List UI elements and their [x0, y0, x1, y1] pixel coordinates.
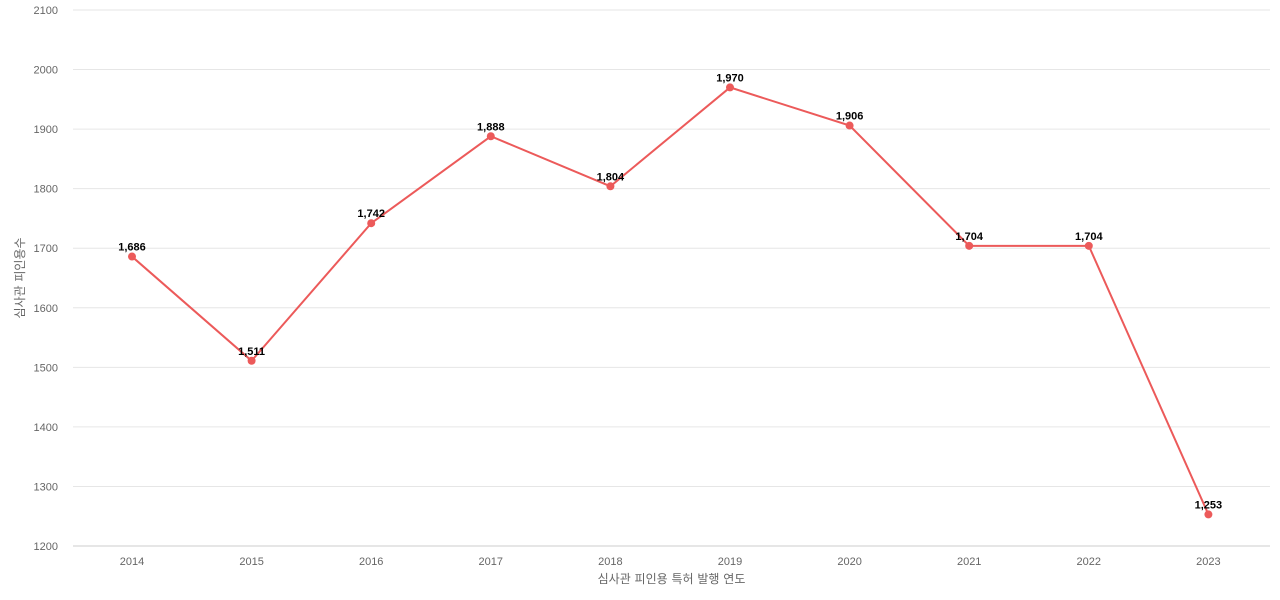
x-tick-label: 2017 — [479, 556, 503, 568]
data-label: 1,704 — [955, 231, 983, 243]
x-tick-label: 2021 — [957, 556, 981, 568]
data-label: 1,686 — [118, 242, 146, 254]
x-tick-label: 2016 — [359, 556, 383, 568]
y-tick-label: 2100 — [34, 5, 58, 17]
y-tick-label: 1400 — [34, 422, 58, 434]
data-point — [247, 356, 256, 365]
data-label: 1,511 — [238, 346, 265, 358]
grid-layer — [73, 9, 1270, 547]
y-tick-label: 1600 — [34, 303, 58, 315]
y-tick-label: 1900 — [34, 124, 58, 136]
data-label: 1,906 — [836, 111, 864, 123]
y-axis-ticks: 1200 1300 1400 1500 1600 1700 1800 1900 2000 2100 — [34, 5, 58, 553]
data-point — [965, 241, 974, 250]
data-label: 1,742 — [357, 208, 385, 220]
x-tick-label: 2015 — [239, 556, 263, 568]
x-axis-ticks: 2014 2015 2016 2017 2018 2019 2020 2021 2022 2023 — [120, 556, 1221, 568]
data-point — [1084, 241, 1093, 250]
data-label: 1,970 — [716, 72, 744, 84]
data-point — [1204, 510, 1213, 519]
x-tick-label: 2022 — [1077, 556, 1101, 568]
x-axis-title: 심사관 피인용 특허 발행 연도 — [598, 571, 746, 586]
data-label: 1,253 — [1195, 499, 1223, 511]
x-tick-label: 2014 — [120, 556, 144, 568]
data-point — [486, 132, 495, 141]
data-point — [726, 83, 734, 92]
data-point — [606, 182, 615, 191]
y-tick-label: 1300 — [34, 481, 58, 493]
data-point — [367, 219, 376, 228]
data-label: 1,888 — [477, 121, 505, 133]
x-tick-label: 2018 — [598, 556, 622, 568]
data-labels: 1,686 1,511 1,742 1,888 1,804 1,970 1,906 1,704… — [118, 72, 1222, 511]
y-tick-label: 2000 — [34, 65, 58, 77]
y-tick-label: 1500 — [34, 362, 58, 374]
y-tick-label: 1800 — [34, 184, 58, 196]
y-tick-label: 1700 — [34, 243, 58, 255]
series-layer — [128, 83, 1213, 519]
data-label: 1,704 — [1075, 231, 1103, 243]
data-point — [128, 252, 136, 261]
data-point — [845, 121, 854, 130]
series-line — [131, 86, 1210, 515]
x-tick-label: 2020 — [837, 556, 861, 568]
y-axis-title: 심사관 피인용수 — [13, 237, 27, 318]
data-label: 1,804 — [597, 171, 625, 183]
y-tick-label: 1200 — [34, 541, 58, 553]
x-tick-label: 2023 — [1196, 556, 1220, 568]
x-tick-label: 2019 — [718, 556, 742, 568]
